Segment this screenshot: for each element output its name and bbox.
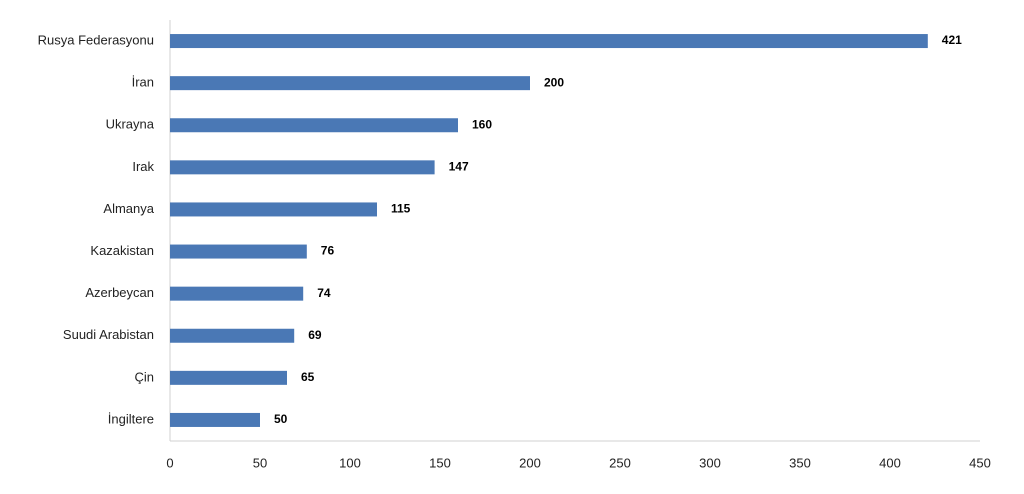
bar: [170, 118, 458, 133]
y-tick-label: Ukrayna: [106, 117, 155, 132]
y-tick-label: Suudi Arabistan: [63, 327, 154, 342]
value-label: 50: [274, 412, 288, 426]
bar: [170, 328, 295, 343]
bar: [170, 160, 435, 175]
bar: [170, 244, 307, 259]
y-tick-label: Rusya Federasyonu: [38, 32, 154, 47]
bar: [170, 76, 530, 91]
value-label: 76: [321, 244, 335, 258]
y-tick-label: Almanya: [103, 201, 154, 216]
x-tick-label: 150: [429, 455, 451, 470]
y-tick-label: İngiltere: [108, 411, 154, 426]
y-tick-label: İran: [132, 75, 154, 90]
value-label: 115: [391, 202, 411, 216]
bar: [170, 412, 260, 427]
y-tick-label: Irak: [132, 159, 154, 174]
x-tick-label: 200: [519, 455, 541, 470]
x-tick-label: 250: [609, 455, 631, 470]
x-tick-label: 350: [789, 455, 811, 470]
bar: [170, 286, 304, 301]
value-label: 74: [317, 286, 331, 300]
y-tick-label: Çin: [134, 369, 154, 384]
y-tick-label: Azerbeycan: [85, 285, 154, 300]
value-label: 147: [449, 160, 469, 174]
value-label: 65: [301, 370, 315, 384]
x-tick-label: 300: [699, 455, 721, 470]
value-label: 421: [942, 33, 962, 47]
x-tick-label: 400: [879, 455, 901, 470]
value-label: 160: [472, 117, 492, 131]
x-tick-label: 450: [969, 455, 991, 470]
value-label: 69: [308, 328, 322, 342]
x-tick-label: 50: [253, 455, 267, 470]
bar: [170, 202, 377, 217]
x-tick-label: 100: [339, 455, 361, 470]
bar: [170, 34, 928, 49]
bar: [170, 370, 287, 385]
value-label: 200: [544, 75, 564, 89]
y-tick-label: Kazakistan: [90, 243, 154, 258]
x-tick-label: 0: [166, 455, 173, 470]
